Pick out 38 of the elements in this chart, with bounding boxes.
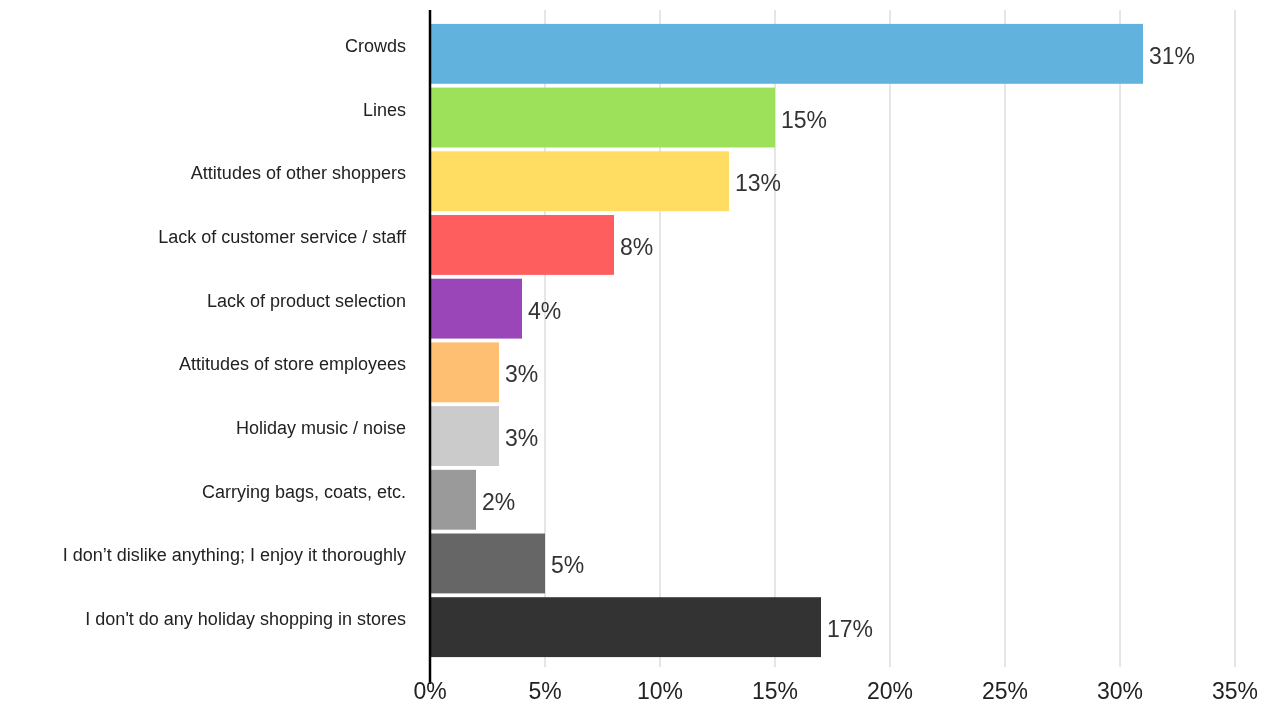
bar xyxy=(430,469,476,530)
bar xyxy=(430,406,499,466)
bar xyxy=(430,215,614,275)
bar xyxy=(430,87,775,148)
x-tick-label: 10% xyxy=(636,678,684,704)
y-tick-label: Crowds xyxy=(344,35,406,56)
x-tick-label: 20% xyxy=(866,678,914,704)
bar xyxy=(430,151,729,212)
data-label: 17% xyxy=(827,616,874,643)
data-label: 5% xyxy=(551,552,585,579)
data-label: 31% xyxy=(1149,42,1196,69)
x-tick-label: 25% xyxy=(981,678,1029,704)
y-tick-label: Attitudes of other shoppers xyxy=(190,163,406,184)
x-tick-label: 15% xyxy=(751,678,799,704)
y-tick-label: Lack of customer service / staff xyxy=(158,226,407,247)
y-tick-label: I don't do any holiday shopping in stores xyxy=(85,609,406,630)
data-label: 3% xyxy=(505,425,539,452)
bar xyxy=(430,533,545,594)
x-tick-label: 0% xyxy=(413,678,447,704)
x-tick-label: 30% xyxy=(1096,678,1144,704)
y-tick-label: Lines xyxy=(362,99,406,120)
y-tick-label: Attitudes of store employees xyxy=(178,354,406,375)
bar xyxy=(430,23,1143,84)
data-label: 3% xyxy=(505,361,539,388)
bar xyxy=(430,342,499,403)
data-label: 4% xyxy=(528,297,562,324)
bar xyxy=(430,597,821,658)
bar xyxy=(430,278,522,339)
y-tick-label: Lack of product selection xyxy=(206,290,406,311)
x-tick-label: 35% xyxy=(1211,678,1259,704)
data-label: 15% xyxy=(781,106,828,133)
data-label: 8% xyxy=(620,233,654,260)
data-label: 13% xyxy=(735,170,782,197)
data-label: 2% xyxy=(482,488,516,515)
y-tick-label: Holiday music / noise xyxy=(235,418,406,439)
x-tick-label: 5% xyxy=(528,678,562,704)
y-tick-label: Carrying bags, coats, etc. xyxy=(201,481,406,502)
y-tick-label: I don’t dislike anything; I enjoy it thoroughly xyxy=(62,545,406,566)
